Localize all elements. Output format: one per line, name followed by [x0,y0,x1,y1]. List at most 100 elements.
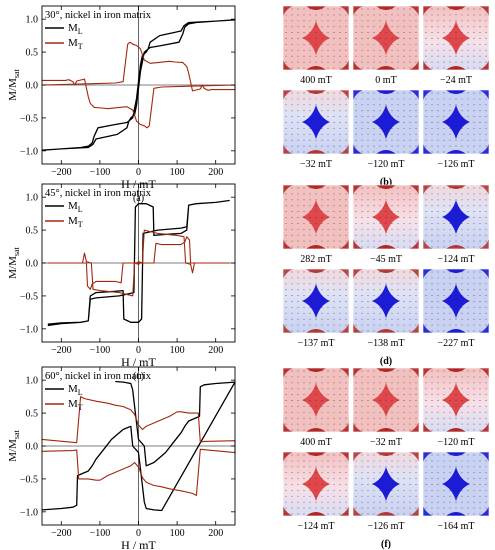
edge-region-top [446,6,466,10]
corner-region [353,6,363,16]
magnetization-arrow [385,240,387,242]
magnetization-arrow [443,104,445,106]
magnetization-arrow [321,318,323,320]
magnetization-arrow [449,312,451,314]
magnetization-arrow [473,8,475,10]
magnetization-arrow [473,20,475,22]
magnetization-arrow [303,104,305,106]
magnetization-arrow [461,411,463,413]
magnetization-arrow [285,295,287,297]
magnetization-arrow [309,222,311,224]
magnetization-arrow [443,110,445,112]
magnetization-arrow [291,312,293,314]
magnetization-arrow [379,199,381,201]
magnetization-arrow [367,478,369,480]
magnetization-arrow [467,98,469,100]
magnetization-arrow [327,501,329,503]
magnetization-arrow [321,145,323,147]
magnetization-arrow [415,8,417,10]
magnetization-arrow [485,122,487,123]
magnetization-arrow [297,394,299,396]
magnetization-arrow [297,466,299,468]
magnetization-arrow [397,104,399,106]
magnetization-arrow [425,139,427,141]
magnetization-arrow [397,484,399,485]
magnetization-arrow [373,211,375,213]
magnetization-arrow [455,205,457,207]
magnetization-arrow [397,246,399,248]
magnetization-arrow [355,394,357,396]
magnetization-arrow [425,133,427,135]
edge-region-top [446,185,466,189]
magnetization-arrow [321,246,323,248]
x-tick-label: −100 [90,167,111,178]
magnetization-arrow [485,246,487,248]
magnetization-arrow [449,472,451,474]
magnetization-arrow [425,513,427,515]
corner-region [423,269,433,279]
magnetization-arrow [285,507,287,509]
edge-region-top [306,368,326,372]
magnetization-arrow [303,429,305,431]
magnetization-arrow [339,376,341,378]
magnetization-arrow [333,376,335,378]
magnetization-arrow [449,228,451,230]
magnetization-arrow [339,38,341,39]
magnetization-arrow [425,217,427,218]
magnetization-arrow [431,289,433,291]
magnetization-arrow [449,330,451,332]
magnetization-arrow [409,67,411,69]
magnetization-arrow [443,394,445,396]
magnetization-arrow [403,32,405,34]
magnetization-arrow [285,460,287,462]
magnetization-arrow [449,38,451,39]
magnetization-arrow [339,104,341,106]
magnetization-arrow [291,507,293,509]
magnetization-arrow [339,246,341,248]
magnetization-arrow [315,199,317,201]
magnetization-arrow [467,199,469,201]
magnetization-arrow [345,382,347,384]
y-tick-label: −0.5 [20,291,38,302]
magnetization-arrow [361,312,363,314]
magnetization-arrow [345,312,347,314]
magnetization-arrow [315,400,317,401]
magnetization-arrow [409,205,411,207]
magnetization-arrow [367,501,369,503]
magnetization-arrow [385,478,387,480]
magnetization-arrow [339,306,341,308]
magnetization-arrow [309,423,311,425]
magnetization-arrow [303,145,305,147]
magnetization-arrow [415,501,417,503]
magnetization-arrow [339,501,341,503]
magnetization-arrow [379,193,381,195]
magnetization-arrow [397,382,399,384]
magnetization-arrow [485,423,487,425]
magnetization-arrow [285,312,287,314]
magnetization-arrow [315,318,317,320]
y-axis-label: M/Msat [7,246,21,278]
magnetization-arrow [461,501,463,503]
magnetization-arrow [467,32,469,34]
magnetization-arrow [373,318,375,320]
magnetization-arrow [345,489,347,491]
magnetization-arrow [437,228,439,230]
magnetization-arrow [373,417,375,419]
magnetization-arrow [355,187,357,189]
magnetization-arrow [285,271,287,273]
corner-region [479,506,489,516]
magnetization-arrow [485,324,487,326]
magnetization-arrow [409,133,411,135]
magnetization-arrow [321,454,323,456]
magnetization-arrow [355,318,357,320]
magnetization-arrow [327,489,329,491]
magnetization-arrow [303,295,305,297]
magnetization-arrow [285,32,287,34]
magnetization-arrow [385,61,387,63]
magnetization-arrow [397,312,399,314]
magnetization-arrow [473,306,475,308]
magnetization-arrow [327,460,329,462]
magnetization-arrow [431,127,433,129]
magnetization-arrow [373,92,375,94]
corner-region [339,323,349,333]
